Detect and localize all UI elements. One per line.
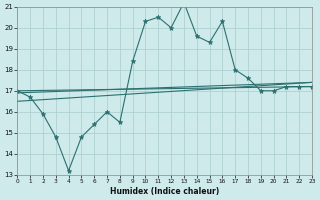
X-axis label: Humidex (Indice chaleur): Humidex (Indice chaleur) bbox=[110, 187, 219, 196]
